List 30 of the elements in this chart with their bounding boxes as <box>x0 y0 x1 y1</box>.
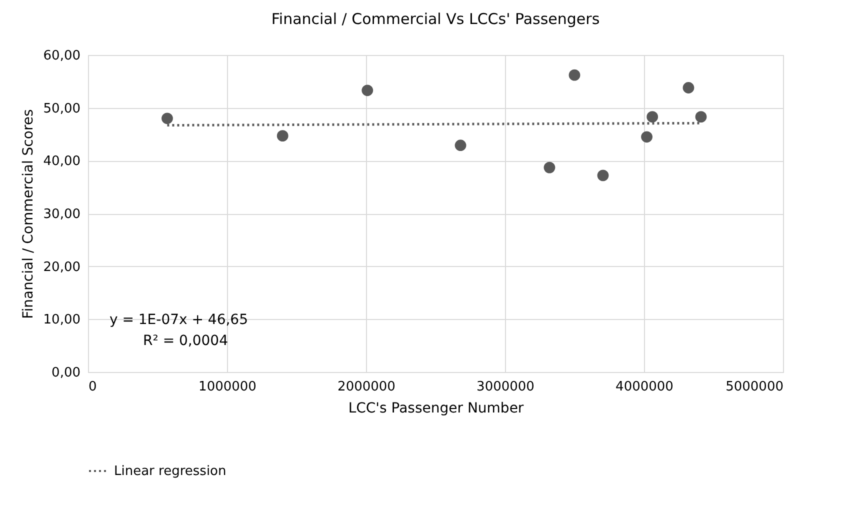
point <box>362 84 374 96</box>
x-tick-label: 3000000 <box>476 380 534 394</box>
annotation: R² = 0,0004 <box>143 333 228 349</box>
x-tick-label: 2000000 <box>338 380 396 394</box>
y-axis-title: Financial / Commercial Scores <box>20 109 36 319</box>
y-tick-label: 0,00 <box>52 366 80 380</box>
x-tick-label: 4000000 <box>616 380 674 394</box>
y-tick-label: 60,00 <box>43 48 80 64</box>
legend-label: Linear regression <box>114 464 226 479</box>
y-tick-label: 10,00 <box>43 312 80 328</box>
point <box>544 162 556 174</box>
point <box>597 170 609 182</box>
point <box>454 140 466 152</box>
point <box>682 82 694 94</box>
point <box>568 69 580 81</box>
point <box>641 131 652 143</box>
point <box>646 111 658 123</box>
point <box>695 111 707 123</box>
y-tick-label: 40,00 <box>43 154 80 170</box>
y-tick-label: 20,00 <box>43 260 80 275</box>
point <box>162 112 173 124</box>
annotation: y = 1E-07x + 46,65 <box>109 312 248 328</box>
y-tick-label: 30,00 <box>43 207 80 222</box>
x-tick-label: 5000000 <box>726 380 784 394</box>
x-tick-label: 0 <box>88 380 97 394</box>
x-axis-title: LCC's Passenger Number <box>348 400 524 416</box>
point <box>276 130 288 142</box>
chart-title: Financial / Commercial Vs LCCs' Passengers <box>271 10 600 28</box>
x-tick-label: 1000000 <box>198 380 256 394</box>
y-tick-label: 50,00 <box>43 101 80 116</box>
